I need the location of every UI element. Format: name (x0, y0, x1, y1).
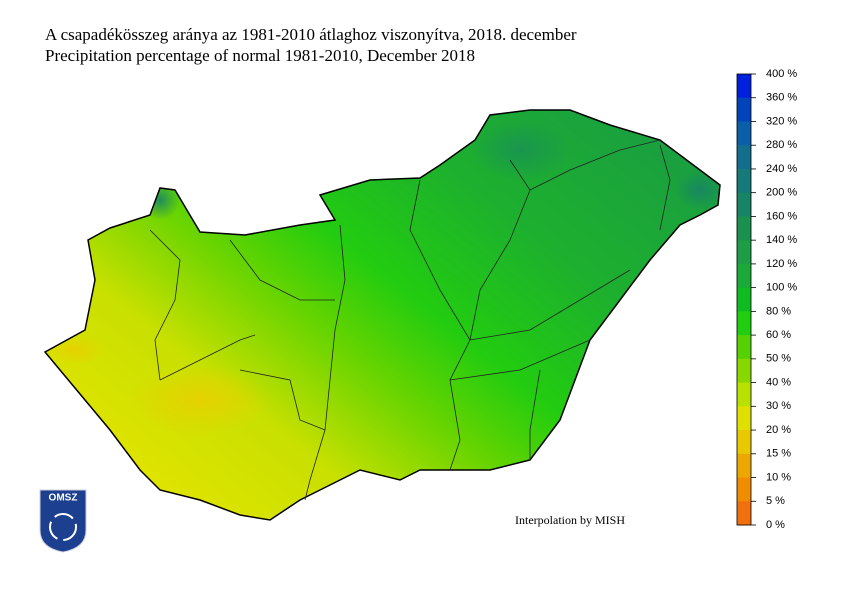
legend-swatch (737, 145, 751, 170)
legend-swatch (737, 287, 751, 312)
legend-swatch (737, 430, 751, 455)
legend-label: 200 % (766, 187, 797, 199)
legend-swatch (737, 240, 751, 265)
precipitation-field (45, 110, 720, 520)
legend-swatch (737, 121, 751, 146)
legend-swatch (737, 406, 751, 431)
legend-label: 60 % (766, 329, 791, 341)
legend-swatch (737, 263, 751, 289)
legend-label: 20 % (766, 424, 791, 436)
legend-frame (736, 73, 752, 526)
legend-label: 280 % (766, 139, 797, 151)
legend-swatch (737, 477, 751, 502)
legend-label: 50 % (766, 353, 791, 365)
legend-label: 160 % (766, 210, 797, 222)
legend-swatch (737, 453, 751, 479)
legend-label: 0 % (766, 519, 785, 531)
legend-swatch (737, 501, 751, 526)
legend-swatch (737, 216, 751, 241)
legend-swatch (737, 382, 751, 407)
legend: 400 % 360 % 320 % 280 % 240 % 200 % 160 % 140 %… (736, 68, 797, 531)
county-borders (149, 139, 671, 501)
legend-swatch (737, 74, 751, 99)
logo-swirl (49, 513, 77, 541)
credit: Interpolation by MISH (515, 513, 625, 527)
title-english: Precipitation percentage of normal 1981-… (45, 46, 475, 65)
legend-label: 320 % (766, 115, 797, 127)
legend-swatch (737, 97, 751, 122)
legend-label: 5 % (766, 495, 785, 507)
logo-shield (39, 489, 87, 553)
legend-label: 15 % (766, 448, 791, 460)
legend-label: 120 % (766, 258, 797, 270)
legend-label: 100 % (766, 282, 797, 294)
legend-label: 140 % (766, 234, 797, 246)
title-hungarian: A csapadékösszeg aránya az 1981-2010 átl… (45, 25, 577, 44)
legend-label: 10 % (766, 471, 791, 483)
legend-swatch (737, 335, 751, 360)
legend-label: 400 % (766, 68, 797, 80)
legend-label: 40 % (766, 376, 791, 388)
logo-text: OMSZ (49, 493, 78, 504)
logo: OMSZ (39, 489, 87, 553)
legend-label: 360 % (766, 92, 797, 104)
legend-swatch (737, 168, 751, 194)
legend-swatch (737, 358, 751, 384)
legend-label: 30 % (766, 400, 791, 412)
legend-swatch (737, 311, 751, 336)
legend-label: 240 % (766, 163, 797, 175)
legend-swatch (737, 192, 751, 217)
legend-label: 80 % (766, 305, 791, 317)
